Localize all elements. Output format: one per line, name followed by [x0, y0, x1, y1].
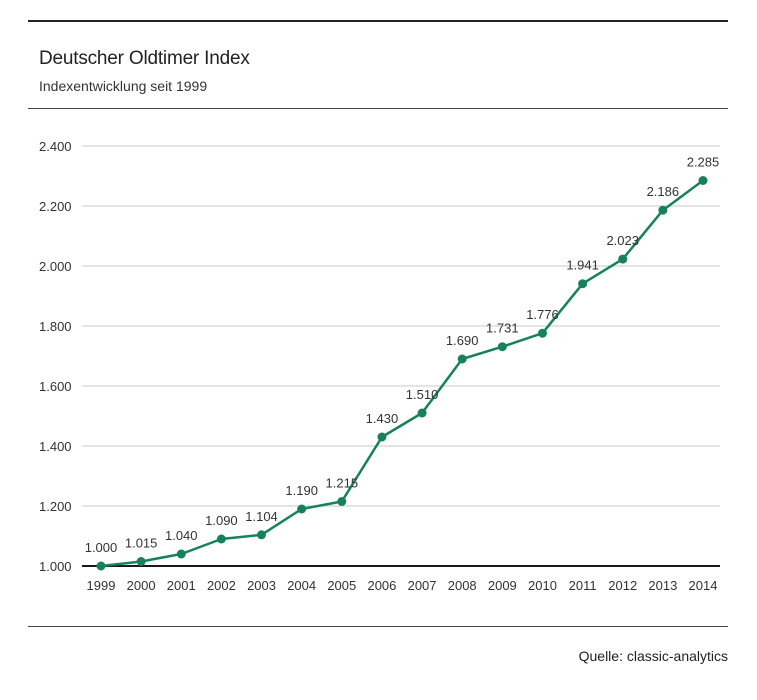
series-line-group — [96, 176, 708, 571]
y-tick-label: 1.200 — [39, 499, 72, 514]
data-label: 1.190 — [285, 483, 318, 498]
data-point — [698, 176, 708, 185]
y-tick-label: 1.400 — [39, 439, 72, 454]
x-tick-label: 2010 — [528, 578, 557, 593]
series-line — [100, 179, 704, 568]
data-point — [618, 254, 628, 264]
top-rule — [28, 20, 728, 22]
gridlines — [82, 145, 720, 567]
chart-title: Deutscher Oldtimer Index — [39, 48, 250, 69]
data-point — [176, 549, 186, 559]
x-tick-label: 2012 — [608, 578, 637, 593]
header-divider — [28, 108, 728, 109]
data-point — [417, 408, 427, 418]
y-axis-ticks: 1.000 1.200 1.400 1.600 1.800 2.000 2.200 2.400 — [39, 139, 72, 574]
data-point — [537, 328, 547, 338]
x-tick-label: 2002 — [207, 578, 236, 593]
data-label: 1.104 — [245, 509, 278, 524]
x-tick-label: 2014 — [689, 578, 718, 593]
data-label: 2.285 — [687, 155, 720, 170]
data-label: 1.040 — [165, 528, 198, 543]
data-label: 2.023 — [606, 233, 639, 248]
data-label: 1.015 — [125, 536, 158, 551]
data-label: 1.731 — [486, 321, 519, 336]
y-tick-label: 1.000 — [39, 559, 72, 574]
x-tick-label: 2013 — [648, 578, 677, 593]
x-tick-label: 2005 — [327, 578, 356, 593]
data-label: 2.186 — [647, 184, 680, 199]
data-point — [257, 530, 267, 540]
data-point — [578, 279, 588, 289]
x-tick-label: 2007 — [408, 578, 437, 593]
data-label: 1.215 — [326, 476, 359, 491]
data-label: 1.090 — [205, 513, 238, 528]
data-label: 1.690 — [446, 333, 479, 348]
data-label: 1.776 — [526, 307, 559, 322]
y-tick-label: 2.200 — [39, 199, 72, 214]
data-label: 1.430 — [366, 411, 399, 426]
footer-divider — [28, 626, 728, 627]
data-point — [96, 561, 106, 571]
x-tick-label: 2011 — [569, 578, 597, 593]
x-tick-label: 1999 — [87, 578, 116, 593]
data-labels: 1.000 1.015 1.040 1.090 1.104 1.190 1.215 1.430… — [85, 155, 720, 556]
x-tick-label: 2006 — [367, 578, 396, 593]
x-tick-label: 2008 — [448, 578, 477, 593]
data-label: 1.000 — [85, 540, 118, 555]
x-tick-label: 2004 — [287, 578, 316, 593]
x-tick-label: 2003 — [247, 578, 276, 593]
source-note: Quelle: classic-analytics — [578, 648, 728, 664]
data-label: 1.941 — [566, 258, 599, 273]
data-point — [377, 432, 387, 442]
data-point — [216, 534, 226, 544]
data-point — [136, 557, 146, 566]
x-axis-ticks: 1999 2000 2001 2002 2003 2004 2005 2006 2007 2008… — [87, 578, 718, 593]
data-point — [658, 205, 668, 215]
chart-subtitle: Indexentwicklung seit 1999 — [39, 78, 208, 94]
data-label: 1.510 — [406, 387, 439, 402]
x-tick-label: 2000 — [127, 578, 156, 593]
x-tick-label: 2009 — [488, 578, 517, 593]
data-point — [497, 342, 507, 352]
x-tick-label: 2001 — [167, 578, 196, 593]
data-point — [457, 354, 467, 364]
y-tick-label: 1.600 — [39, 379, 72, 394]
y-tick-label: 2.400 — [39, 139, 72, 154]
y-tick-label: 2.000 — [39, 259, 72, 274]
data-point — [297, 504, 307, 514]
data-point — [337, 497, 347, 506]
y-tick-label: 1.800 — [39, 319, 72, 334]
